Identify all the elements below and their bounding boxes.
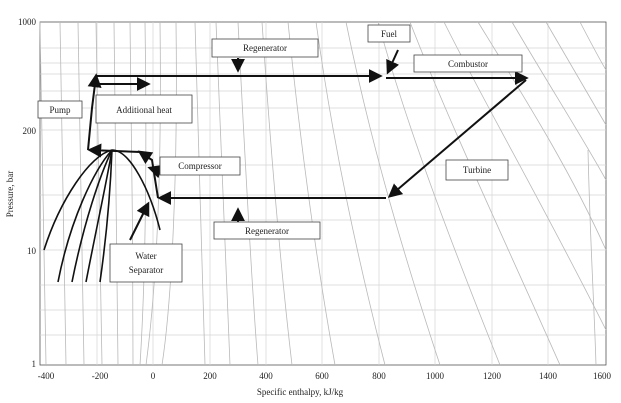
regenerator-bottom-text: Regenerator bbox=[245, 226, 289, 236]
turbine-expansion-arrow bbox=[387, 79, 527, 198]
label-water-separator: Water Separator bbox=[109, 243, 183, 283]
x-tick-label: -400 bbox=[38, 371, 55, 381]
label-pump: Pump bbox=[37, 100, 83, 119]
y-axis: 1000 200 10 1 Pressure, bar bbox=[5, 17, 37, 369]
water-separator-pointer bbox=[129, 201, 150, 241]
label-regenerator-bottom: Regenerator bbox=[213, 221, 321, 240]
compressor-arrow bbox=[137, 150, 159, 199]
x-axis: -400 -200 0 200 400 600 800 1000 1200 14… bbox=[38, 371, 612, 397]
cycle-flow bbox=[87, 49, 529, 241]
label-fuel: Fuel bbox=[367, 24, 411, 43]
x-tick-label: 1600 bbox=[593, 371, 612, 381]
x-tick-label: 1000 bbox=[426, 371, 445, 381]
fuel-text: Fuel bbox=[381, 29, 398, 39]
label-turbine: Turbine bbox=[445, 159, 509, 181]
additional-heat-text: Additional heat bbox=[116, 105, 172, 115]
y-tick-label: 200 bbox=[23, 126, 37, 136]
pump-text: Pump bbox=[49, 105, 71, 115]
x-tick-label: 1400 bbox=[539, 371, 558, 381]
x-tick-label: 1200 bbox=[483, 371, 502, 381]
y-tick-label: 1 bbox=[32, 359, 37, 369]
water-separator-line1: Water bbox=[135, 251, 156, 261]
pump-flow-arrow bbox=[87, 73, 102, 151]
saturation-dome bbox=[43, 149, 161, 283]
x-tick-label: 800 bbox=[372, 371, 386, 381]
combustor-text: Combustor bbox=[448, 59, 488, 69]
compressor-text: Compressor bbox=[178, 161, 222, 171]
x-tick-label: 600 bbox=[315, 371, 329, 381]
plot-frame bbox=[39, 21, 607, 366]
label-additional-heat: Additional heat bbox=[95, 94, 193, 124]
label-compressor: Compressor bbox=[159, 156, 241, 176]
water-separator-line2: Separator bbox=[129, 265, 163, 275]
x-tick-label: 200 bbox=[203, 371, 217, 381]
x-tick-label: 0 bbox=[151, 371, 156, 381]
y-tick-label: 1000 bbox=[18, 17, 37, 27]
isotherm-curves bbox=[39, 21, 607, 366]
label-regenerator-top: Regenerator bbox=[211, 38, 319, 58]
x-tick-label: 400 bbox=[259, 371, 273, 381]
regenerator-top-text: Regenerator bbox=[243, 43, 287, 53]
vertical-grid bbox=[96, 22, 549, 365]
y-axis-label: Pressure, bar bbox=[5, 171, 15, 218]
condensation-arrow bbox=[87, 143, 141, 158]
turbine-text: Turbine bbox=[463, 165, 491, 175]
fuel-inlet-arrow bbox=[386, 49, 400, 75]
x-tick-label: -200 bbox=[92, 371, 109, 381]
y-tick-label: 10 bbox=[27, 246, 37, 256]
label-combustor: Combustor bbox=[413, 54, 523, 73]
x-axis-label: Specific enthalpy, kJ/kg bbox=[257, 387, 344, 397]
compressor-pointer bbox=[147, 164, 163, 179]
